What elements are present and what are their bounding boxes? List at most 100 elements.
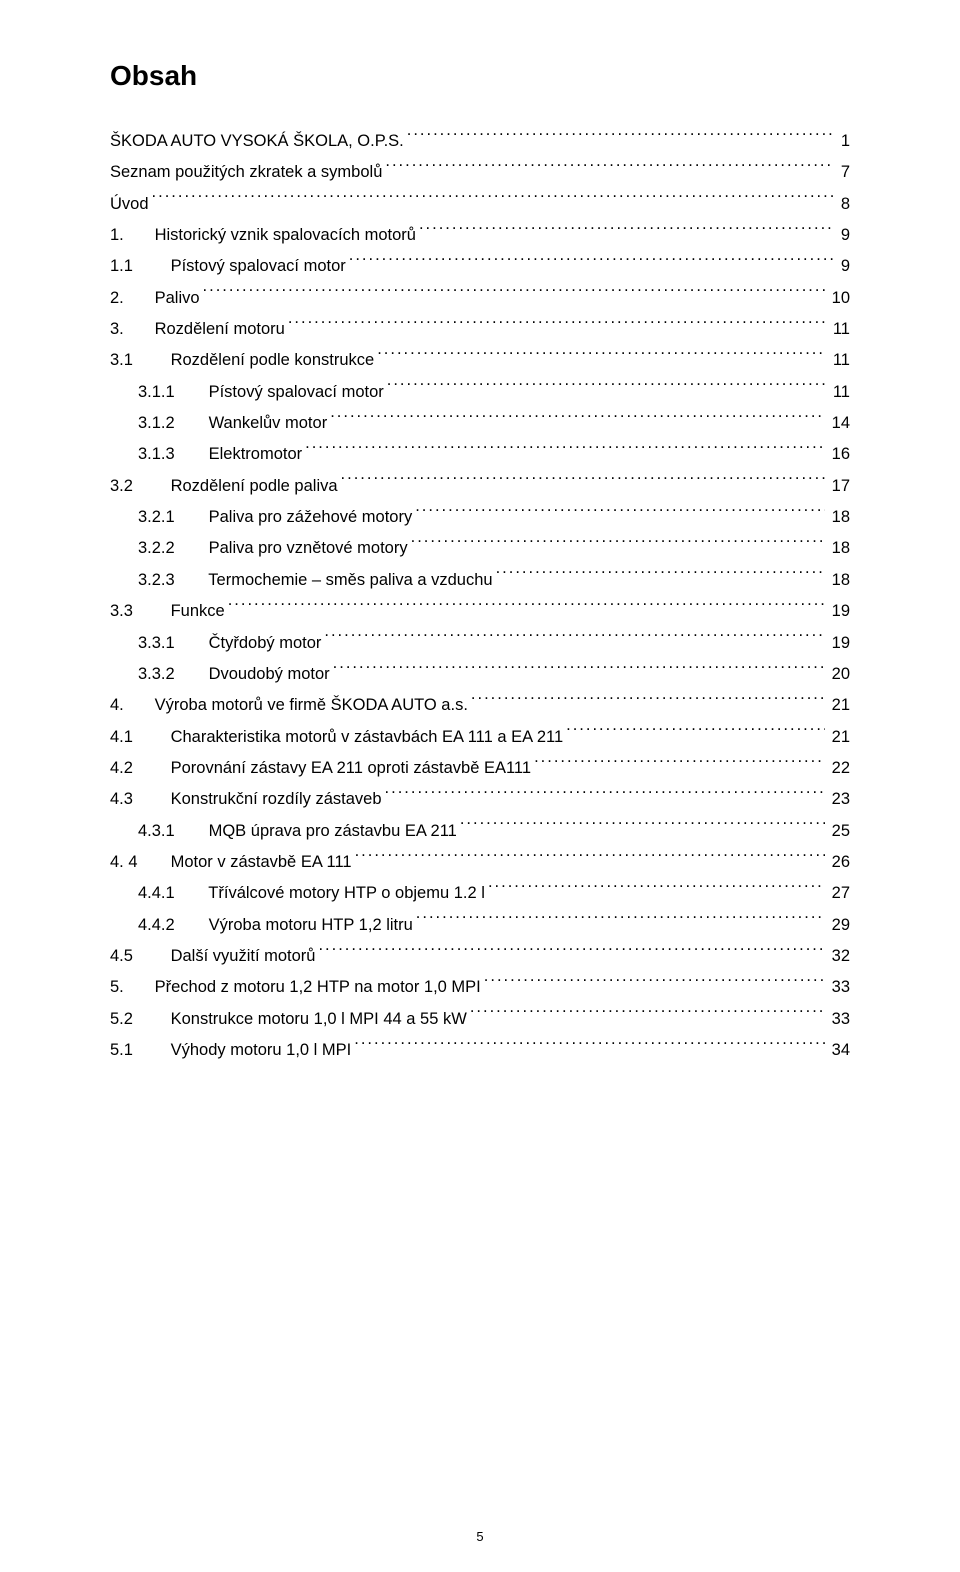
toc-entry-page: 7 (837, 157, 850, 188)
toc-entry-text: Rozdělení motoru (155, 320, 285, 338)
toc-entry: 1.1 Pístový spalovací motor9 (110, 251, 850, 282)
toc-entry-page: 32 (828, 941, 850, 972)
toc-entry-page: 29 (828, 910, 850, 941)
toc-entry: 3.2.2 Paliva pro vznětové motory18 (110, 533, 850, 564)
toc-entry-number: 5.1 (110, 1035, 166, 1066)
toc-entry-label: 5.1 Výhody motoru 1,0 l MPI (110, 1035, 351, 1066)
toc-entry-text: Paliva pro vznětové motory (209, 539, 408, 557)
toc-entry-label: 3.1 Rozdělení podle konstrukce (110, 345, 374, 376)
toc-entry-page: 23 (828, 784, 850, 815)
toc-entry-text: Funkce (171, 602, 225, 620)
toc-entry-text: Dvoudobý motor (209, 665, 330, 683)
toc-entry-page: 16 (828, 439, 850, 470)
toc-entry-label: 2. Palivo (110, 283, 200, 314)
toc-leader-dots (385, 788, 825, 805)
toc-entry-label: 3.3.1 Čtyřdobý motor (138, 628, 321, 659)
toc-entry-number: 3.3 (110, 596, 166, 627)
toc-entry: 3.1.1 Pístový spalovací motor11 (110, 377, 850, 408)
toc-entry-label: ŠKODA AUTO VYSOKÁ ŠKOLA, O.P.S. (110, 126, 404, 157)
toc-entry-label: 3.3.2 Dvoudobý motor (138, 659, 330, 690)
toc-entry-number: 3.1.2 (138, 408, 204, 439)
toc-entry-label: 3. Rozdělení motoru (110, 314, 285, 345)
toc-leader-dots (385, 161, 833, 178)
toc-leader-dots (566, 725, 825, 742)
toc-entry-number: 4. 4 (110, 847, 166, 878)
toc-entry-page: 11 (829, 345, 850, 376)
toc-title: Obsah (110, 60, 850, 92)
toc-entry: 4.4.1 Tříválcové motory HTP o objemu 1.2… (110, 878, 850, 909)
toc-entry-number: 3. (110, 314, 150, 345)
toc-leader-dots (203, 286, 825, 303)
toc-entry-label: 4.4.1 Tříválcové motory HTP o objemu 1.2… (138, 878, 485, 909)
toc-entry-number: 5.2 (110, 1004, 166, 1035)
toc-entry-label: 5.2 Konstrukce motoru 1,0 l MPI 44 a 55 … (110, 1004, 467, 1035)
toc-entry: 5. Přechod z motoru 1,2 HTP na motor 1,0… (110, 972, 850, 1003)
toc-entry-number: 3.2.2 (138, 533, 204, 564)
toc-entry-number: 4. (110, 690, 150, 721)
toc-entry-page: 27 (828, 878, 850, 909)
toc-entry-page: 9 (837, 220, 850, 251)
toc-entry: 4. 4 Motor v zástavbě EA 111 26 (110, 847, 850, 878)
toc-entry: 4.2 Porovnání zástavy EA 211 oproti zást… (110, 753, 850, 784)
document-page: Obsah ŠKODA AUTO VYSOKÁ ŠKOLA, O.P.S.1Se… (0, 0, 960, 1572)
toc-leader-dots (416, 913, 825, 930)
toc-entry: 3.3.2 Dvoudobý motor20 (110, 659, 850, 690)
toc-entry-text: Pístový spalovací motor (171, 257, 346, 275)
toc-entry-text: Výroba motorů ve firmě ŠKODA AUTO a.s. (155, 696, 468, 714)
toc-entry: 2. Palivo 10 (110, 283, 850, 314)
toc-entry-page: 8 (837, 189, 850, 220)
toc-leader-dots (324, 631, 824, 648)
toc-entry-text: MQB úprava pro zástavbu EA 211 (209, 822, 457, 840)
toc-entry-label: 3.2.1 Paliva pro zážehové motory (138, 502, 412, 533)
toc-entry-text: Pístový spalovací motor (209, 383, 384, 401)
toc-entry-label: 4.2 Porovnání zástavy EA 211 oproti zást… (110, 753, 531, 784)
toc-entry: 3.2.3 Termochemie – směs paliva a vzduch… (110, 565, 850, 596)
toc-entry-text: ŠKODA AUTO VYSOKÁ ŠKOLA, O.P.S. (110, 132, 404, 150)
toc-entry-label: 3.2 Rozdělení podle paliva (110, 471, 338, 502)
toc-leader-dots (460, 819, 825, 836)
toc-entry-text: Motor v zástavbě EA 111 (171, 853, 352, 871)
toc-entry-label: 4.3 Konstrukční rozdíly zástaveb (110, 784, 382, 815)
toc-entry-label: 3.1.2 Wankelův motor (138, 408, 327, 439)
toc-leader-dots (534, 756, 825, 773)
toc-entry: 4.5 Další využití motorů 32 (110, 941, 850, 972)
toc-entry-number: 3.1.1 (138, 377, 204, 408)
toc-entry-label: 4.3.1 MQB úprava pro zástavbu EA 211 (138, 816, 457, 847)
toc-leader-dots (377, 349, 826, 366)
toc-entry: 4. Výroba motorů ve firmě ŠKODA AUTO a.s… (110, 690, 850, 721)
toc-entry: ŠKODA AUTO VYSOKÁ ŠKOLA, O.P.S.1 (110, 126, 850, 157)
toc-entry-number: 3.1 (110, 345, 166, 376)
toc-entry-number: 3.1.3 (138, 439, 204, 470)
toc-leader-dots (288, 318, 826, 335)
toc-entry-number: 5. (110, 972, 150, 1003)
toc-leader-dots (470, 1007, 825, 1024)
toc-entry-page: 14 (828, 408, 850, 439)
toc-entry-page: 11 (829, 314, 850, 345)
toc-entry-number: 4.1 (110, 722, 166, 753)
page-number: 5 (476, 1529, 483, 1544)
toc-entry-page: 22 (828, 753, 850, 784)
toc-entry-number: 4.4.2 (138, 910, 204, 941)
toc-entry: 3.2 Rozdělení podle paliva 17 (110, 471, 850, 502)
toc-leader-dots (318, 944, 824, 961)
toc-entry: 3.1 Rozdělení podle konstrukce 11 (110, 345, 850, 376)
toc-entry-page: 21 (828, 722, 850, 753)
toc-entry-text: Termochemie – směs paliva a vzduchu (208, 571, 492, 589)
toc-leader-dots (341, 474, 825, 491)
toc-list: ŠKODA AUTO VYSOKÁ ŠKOLA, O.P.S.1Seznam p… (110, 126, 850, 1066)
toc-entry-page: 17 (828, 471, 850, 502)
toc-entry-text: Výhody motoru 1,0 l MPI (171, 1041, 352, 1059)
toc-entry-page: 10 (828, 283, 850, 314)
toc-entry-page: 18 (828, 565, 850, 596)
toc-entry-text: Historický vznik spalovacích motorů (155, 226, 416, 244)
toc-entry-label: 4.5 Další využití motorů (110, 941, 315, 972)
toc-entry-page: 34 (828, 1035, 850, 1066)
toc-entry-label: 1. Historický vznik spalovacích motorů (110, 220, 416, 251)
toc-entry-page: 33 (828, 972, 850, 1003)
toc-entry-text: Wankelův motor (209, 414, 328, 432)
toc-entry-page: 26 (828, 847, 850, 878)
toc-leader-dots (333, 662, 825, 679)
toc-leader-dots (305, 443, 825, 460)
toc-leader-dots (407, 130, 834, 147)
toc-entry: 4.3.1 MQB úprava pro zástavbu EA 21125 (110, 816, 850, 847)
